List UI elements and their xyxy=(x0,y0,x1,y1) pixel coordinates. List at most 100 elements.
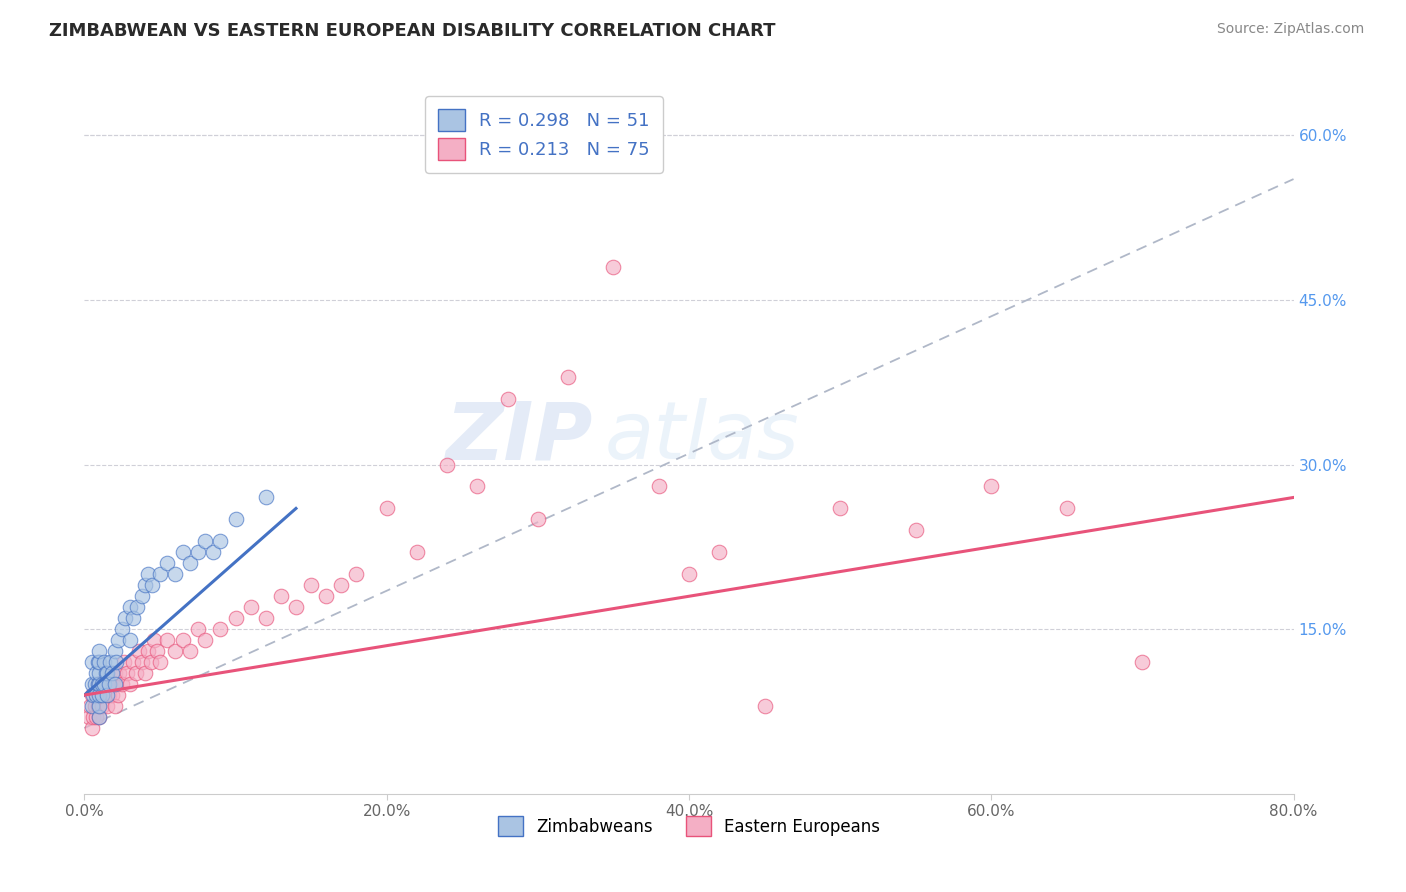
Point xyxy=(94,677,117,691)
Point xyxy=(104,644,127,658)
Point xyxy=(254,491,277,505)
Point xyxy=(406,545,429,559)
Point xyxy=(91,688,114,702)
Point xyxy=(187,622,209,636)
Point xyxy=(89,710,111,724)
Point xyxy=(80,677,103,691)
Text: ZIMBABWEAN VS EASTERN EUROPEAN DISABILITY CORRELATION CHART: ZIMBABWEAN VS EASTERN EUROPEAN DISABILIT… xyxy=(49,22,776,40)
Point xyxy=(87,677,110,691)
Point xyxy=(980,479,1002,493)
Point xyxy=(100,666,122,681)
Point xyxy=(1130,655,1153,669)
Point xyxy=(149,567,172,582)
Point xyxy=(648,479,671,493)
Point xyxy=(98,677,121,691)
Point xyxy=(165,644,187,658)
Point xyxy=(254,611,277,625)
Point xyxy=(93,655,115,669)
Point xyxy=(121,655,143,669)
Point xyxy=(82,710,104,724)
Point xyxy=(86,688,108,702)
Point xyxy=(194,534,217,549)
Point xyxy=(118,633,141,648)
Point xyxy=(149,655,172,669)
Point xyxy=(121,611,143,625)
Point xyxy=(87,699,110,714)
Point xyxy=(111,677,134,691)
Point xyxy=(134,666,156,681)
Point xyxy=(165,567,187,582)
Point xyxy=(172,545,194,559)
Point xyxy=(107,633,129,648)
Point xyxy=(89,699,111,714)
Point xyxy=(179,644,201,658)
Point xyxy=(97,677,120,691)
Point xyxy=(375,501,398,516)
Point xyxy=(156,557,179,571)
Point xyxy=(346,567,368,582)
Point xyxy=(678,567,700,582)
Point xyxy=(108,666,131,681)
Point xyxy=(80,699,103,714)
Point xyxy=(118,677,141,691)
Point xyxy=(80,721,103,735)
Legend: Zimbabweans, Eastern Europeans: Zimbabweans, Eastern Europeans xyxy=(484,803,894,850)
Point xyxy=(225,512,247,526)
Point xyxy=(156,633,179,648)
Point xyxy=(104,666,127,681)
Point xyxy=(330,578,353,592)
Point xyxy=(94,666,117,681)
Point xyxy=(209,622,232,636)
Point xyxy=(142,633,165,648)
Point xyxy=(97,688,120,702)
Point xyxy=(89,677,111,691)
Point xyxy=(89,710,111,724)
Text: atlas: atlas xyxy=(605,398,799,476)
Point xyxy=(107,688,129,702)
Point xyxy=(527,512,550,526)
Point xyxy=(557,369,579,384)
Point xyxy=(93,688,115,702)
Point xyxy=(754,699,776,714)
Point xyxy=(89,699,111,714)
Point xyxy=(201,545,224,559)
Point xyxy=(172,633,194,648)
Point xyxy=(194,633,217,648)
Text: ZIP: ZIP xyxy=(444,398,592,476)
Point xyxy=(139,655,162,669)
Point xyxy=(136,567,159,582)
Point xyxy=(79,699,101,714)
Point xyxy=(209,534,232,549)
Point xyxy=(131,589,153,603)
Point xyxy=(87,677,110,691)
Point xyxy=(225,611,247,625)
Point xyxy=(84,677,107,691)
Point xyxy=(101,677,124,691)
Point xyxy=(114,611,136,625)
Point xyxy=(496,392,519,406)
Point xyxy=(89,644,111,658)
Point xyxy=(89,688,111,702)
Point xyxy=(98,655,121,669)
Point xyxy=(91,699,114,714)
Point xyxy=(89,688,111,702)
Point xyxy=(299,578,322,592)
Point xyxy=(86,710,108,724)
Point xyxy=(270,589,292,603)
Point xyxy=(112,655,135,669)
Point xyxy=(125,666,148,681)
Point xyxy=(86,688,108,702)
Point xyxy=(315,589,337,603)
Point xyxy=(134,578,156,592)
Point xyxy=(602,260,624,274)
Point xyxy=(104,699,127,714)
Point xyxy=(111,622,134,636)
Point xyxy=(131,655,153,669)
Point xyxy=(96,666,118,681)
Point xyxy=(87,655,110,669)
Point xyxy=(187,545,209,559)
Point xyxy=(89,677,111,691)
Point xyxy=(136,644,159,658)
Point xyxy=(239,600,262,615)
Point xyxy=(80,655,103,669)
